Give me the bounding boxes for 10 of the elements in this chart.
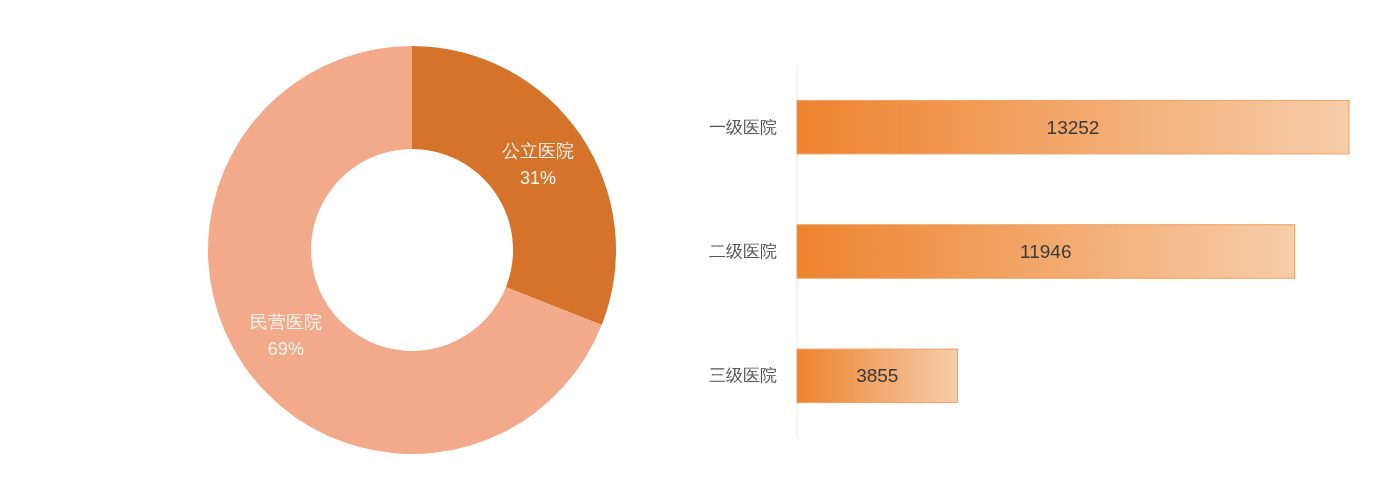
data-label: 3855 bbox=[856, 365, 899, 387]
y-tick-label: 一级医院 bbox=[709, 117, 777, 137]
data-label: 31% bbox=[520, 167, 557, 188]
y-tick-label: 三级医院 bbox=[709, 366, 777, 386]
y-tick-label: 二级医院 bbox=[709, 242, 777, 261]
data-label: 11946 bbox=[1020, 241, 1072, 262]
slice-label: 公立医院 bbox=[502, 140, 575, 161]
data-label: 69% bbox=[267, 339, 304, 360]
data-label: 13252 bbox=[1046, 116, 1100, 138]
slice-label: 民营医院 bbox=[249, 312, 322, 333]
